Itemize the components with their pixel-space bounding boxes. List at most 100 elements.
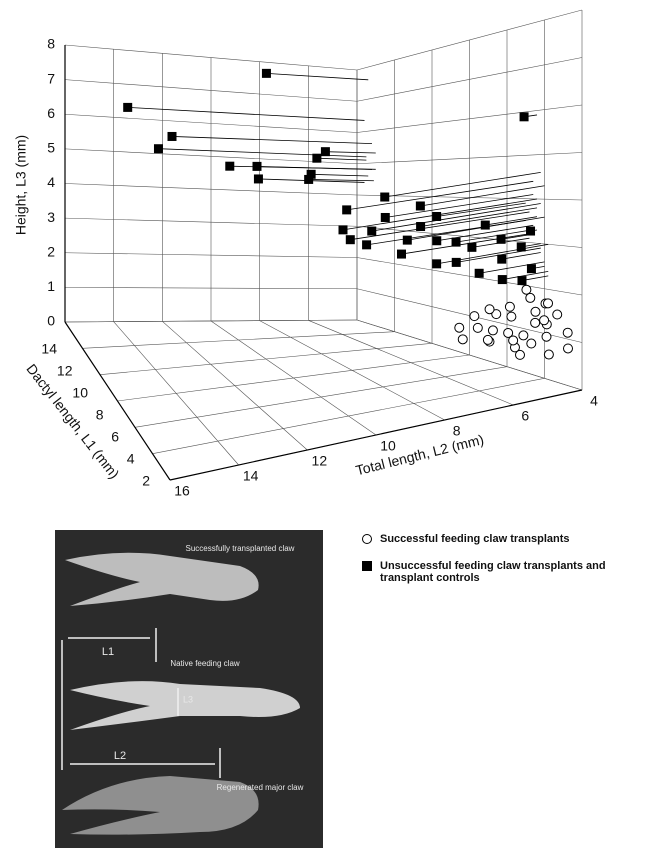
point	[525, 292, 536, 303]
grid-line	[64, 183, 358, 196]
y-tick-label: 12	[57, 363, 73, 379]
point	[380, 192, 390, 202]
projection-line	[436, 202, 526, 217]
point	[487, 325, 498, 336]
x-tick-label: 8	[453, 423, 461, 439]
grid-line	[64, 252, 358, 258]
grid-line	[356, 152, 583, 165]
z-tick-label: 3	[47, 209, 55, 225]
point	[253, 174, 263, 184]
point	[504, 301, 515, 312]
point	[454, 322, 465, 333]
y-tick-label: 4	[127, 451, 135, 467]
grid-line	[64, 148, 358, 165]
point	[521, 284, 532, 295]
z-tick-label: 2	[47, 243, 55, 259]
point	[261, 68, 271, 78]
x-tick-label: 16	[174, 483, 190, 499]
point	[496, 234, 506, 244]
x-axis-label: Total length, L2 (mm)	[354, 431, 485, 478]
point	[167, 131, 177, 141]
grid-line	[64, 217, 358, 227]
point	[380, 212, 390, 222]
grid-line	[64, 287, 358, 290]
photo-caption: Regenerated major claw	[217, 783, 304, 792]
point	[526, 338, 537, 349]
point	[519, 112, 529, 122]
legend-square	[362, 561, 372, 571]
point	[457, 334, 468, 345]
point	[451, 257, 461, 267]
point	[562, 327, 573, 338]
photo-caption: Native feeding claw	[170, 659, 240, 668]
point	[123, 102, 133, 112]
point	[480, 220, 490, 230]
projection-line	[346, 180, 534, 211]
point	[451, 237, 461, 247]
grid-line	[64, 79, 358, 102]
projection-line	[350, 211, 530, 241]
axis-line	[169, 389, 583, 481]
y-tick-label: 8	[96, 407, 104, 423]
grid-line	[117, 354, 470, 402]
projection-line	[385, 194, 534, 218]
point	[539, 315, 550, 326]
point	[342, 205, 352, 215]
grid-line	[99, 343, 433, 375]
y-tick-label: 10	[72, 385, 88, 401]
point	[397, 249, 406, 259]
photo-dimension: L1	[102, 646, 114, 658]
photo-dimension: L3	[183, 694, 193, 704]
photo-dimension: L2	[114, 750, 126, 762]
axis-line	[64, 321, 171, 481]
point	[526, 264, 536, 274]
point	[304, 174, 314, 184]
x-tick-label: 4	[590, 393, 598, 409]
point	[306, 169, 316, 179]
point	[474, 268, 484, 278]
point	[484, 304, 495, 315]
projection-line	[420, 185, 545, 207]
point	[526, 226, 536, 236]
z-tick-label: 1	[47, 278, 55, 294]
point	[552, 309, 563, 320]
point	[515, 349, 525, 360]
photo-caption: Successfully transplanted claw	[186, 544, 295, 553]
x-tick-label: 10	[380, 438, 396, 454]
grid-line	[134, 366, 508, 428]
point	[345, 235, 355, 245]
grid-line	[356, 104, 583, 133]
claw-transplanted	[65, 552, 259, 606]
point	[467, 242, 477, 252]
grid-line	[152, 378, 545, 454]
point	[543, 298, 554, 309]
point	[252, 161, 262, 171]
z-axis-label: Height, L3 (mm)	[13, 135, 29, 235]
point	[530, 306, 541, 317]
point	[367, 226, 377, 236]
point	[402, 235, 412, 245]
point	[517, 276, 527, 286]
grid-line	[356, 225, 583, 248]
point	[508, 335, 519, 346]
y-tick-label: 2	[142, 473, 150, 489]
z-tick-label: 7	[47, 70, 55, 86]
projection-line	[256, 165, 373, 170]
projection-line	[502, 270, 549, 280]
point	[153, 144, 163, 154]
point	[491, 309, 502, 320]
y-tick-label: 14	[41, 341, 57, 357]
measure-lines	[61, 628, 221, 778]
projection-line	[127, 107, 365, 121]
point	[506, 311, 517, 322]
projection-line	[325, 151, 376, 154]
point	[497, 275, 507, 285]
photo: Successfully transplanted claw Native fe…	[55, 530, 323, 848]
x-tick-label: 14	[243, 468, 259, 484]
point	[416, 222, 426, 232]
grid-line	[356, 319, 583, 391]
claw-native	[70, 681, 300, 730]
z-tick-label: 5	[47, 140, 55, 156]
projection-line	[384, 171, 541, 198]
